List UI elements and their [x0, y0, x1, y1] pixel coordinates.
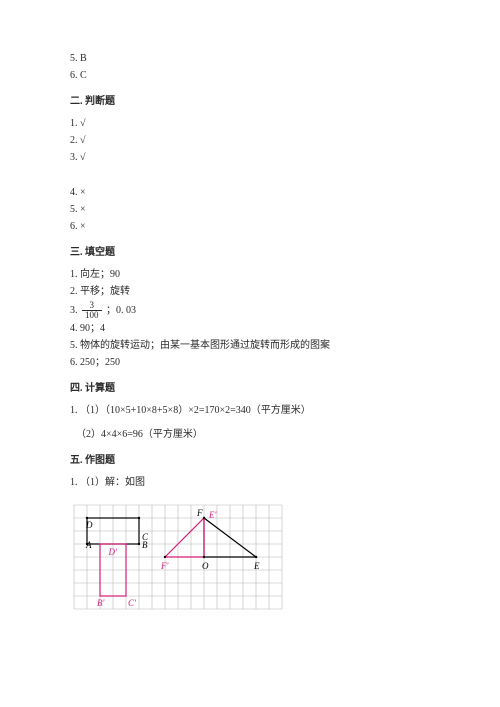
- fraction: 3 100: [82, 301, 102, 320]
- tf-answer: 1. √: [70, 116, 430, 132]
- svg-text:D: D: [85, 520, 93, 530]
- figure: DCABD'B'C'FE'F'OE: [70, 501, 430, 627]
- a3-prefix: 3.: [70, 305, 78, 316]
- fill-answer: 2. 平移；旋转: [70, 284, 430, 300]
- svg-text:F': F': [160, 561, 169, 571]
- fill-answer: 3. 3 100 ；0. 03: [70, 301, 430, 320]
- svg-text:A: A: [85, 540, 92, 550]
- svg-text:F: F: [196, 508, 203, 518]
- tf-answer: 6. ×: [70, 219, 430, 235]
- mc-answer: 6. C: [70, 68, 430, 84]
- svg-text:E: E: [253, 561, 260, 571]
- a3-suffix: ；0. 03: [106, 305, 136, 316]
- tf-answer: 2. √: [70, 133, 430, 149]
- section2-title: 二. 判断题: [70, 94, 430, 110]
- tf-answer: 3. √: [70, 150, 430, 166]
- section4-title: 四. 计算题: [70, 381, 430, 397]
- fill-answer: 6. 250；250: [70, 355, 430, 371]
- tf-answer: 5. ×: [70, 202, 430, 218]
- calc-answer: （2）4×4×6=96（平方厘米）: [76, 427, 430, 443]
- fill-answer: 5. 物体的旋转运动；由某一基本图形通过旋转而形成的图案: [70, 338, 430, 354]
- svg-text:E': E': [208, 510, 217, 520]
- svg-text:D': D': [108, 547, 118, 557]
- calc-answer: 1. （1）（10×5+10×8+5×8）×2=170×2=340（平方厘米）: [70, 403, 430, 419]
- section3-title: 三. 填空题: [70, 245, 430, 261]
- fraction-den: 100: [82, 311, 102, 320]
- draw-answer: 1. （1）解：如图: [70, 475, 430, 491]
- svg-text:C': C': [128, 598, 137, 608]
- fill-answer: 1. 向左；90: [70, 267, 430, 283]
- tf-answer: 4. ×: [70, 185, 430, 201]
- svg-text:B': B': [97, 598, 105, 608]
- svg-text:B: B: [142, 540, 148, 550]
- figure-svg: DCABD'B'C'FE'F'OE: [70, 501, 286, 627]
- mc-answer: 5. B: [70, 51, 430, 67]
- fill-answer: 4. 90；4: [70, 321, 430, 337]
- svg-text:O: O: [202, 561, 209, 571]
- section5-title: 五. 作图题: [70, 453, 430, 469]
